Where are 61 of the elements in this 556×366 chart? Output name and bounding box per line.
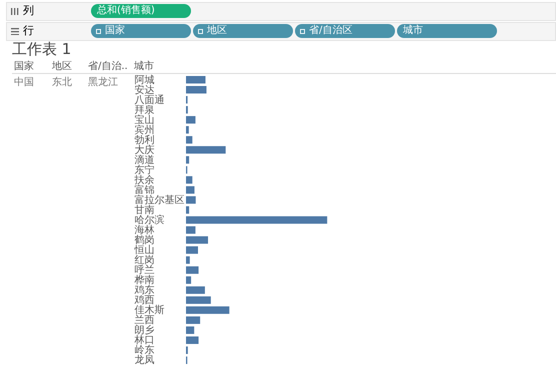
bar <box>186 226 196 234</box>
bar <box>186 176 192 184</box>
bar <box>186 206 190 214</box>
text: 国家 <box>91 24 191 38</box>
bar <box>186 126 189 134</box>
text: 省/自治区 <box>295 24 395 38</box>
bar <box>186 196 196 204</box>
text: 地区 <box>193 24 293 38</box>
bar <box>186 256 190 264</box>
text: 总和(销售额) <box>91 4 191 18</box>
y-tick-label: 鸡东 <box>134 284 154 296</box>
y-tick-label: 鹤岗 <box>134 234 154 246</box>
y-tick-label: 甘南 <box>134 204 154 216</box>
bar <box>186 266 199 274</box>
y-tick-label: 富锦 <box>134 184 154 196</box>
y-tick-label: 林口 <box>134 334 154 346</box>
y-tick-label: 朗乡 <box>134 324 154 336</box>
bar <box>186 336 199 344</box>
bar <box>186 296 211 304</box>
bar <box>186 276 192 284</box>
bar <box>186 76 206 84</box>
text: 东北 <box>52 76 72 89</box>
text: 黑龙江 <box>88 76 118 89</box>
bar <box>186 186 194 194</box>
bar <box>186 326 194 334</box>
text: 列 <box>23 3 34 18</box>
y-tick-label: 桦南 <box>134 274 154 286</box>
bar <box>186 136 192 144</box>
y-tick-label: 鸡西 <box>134 295 154 306</box>
y-tick-label: 哈尔滨 <box>134 214 164 226</box>
y-tick-label: 滴道 <box>134 154 154 166</box>
y-tick-label: 富拉尔基区 <box>134 194 184 206</box>
y-tick-label: 宝山 <box>134 114 154 126</box>
bar <box>186 216 328 224</box>
text: 省/自治.. <box>88 60 128 73</box>
text: 行 <box>23 23 34 38</box>
bar <box>186 146 226 154</box>
y-tick-label: 扶余 <box>134 174 154 186</box>
text: 中国 <box>14 76 34 89</box>
bar <box>186 236 208 244</box>
y-tick-label: 大庆 <box>134 144 154 156</box>
bar <box>186 306 230 314</box>
y-axis-title: 城市 <box>134 60 154 73</box>
text: 工作表 1 <box>12 40 72 59</box>
y-tick-label: 阿城 <box>134 74 154 86</box>
y-tick-label: 宾州 <box>134 124 154 136</box>
bar <box>186 86 206 94</box>
y-tick-label: 龙凤 <box>134 354 154 366</box>
y-tick-label: 东宁 <box>134 164 154 176</box>
y-tick-label: 勃利 <box>134 134 154 146</box>
y-tick-label: 拜泉 <box>134 104 154 116</box>
text: 国家 <box>14 60 34 73</box>
bar <box>186 246 198 254</box>
y-tick-label: 安达 <box>134 84 154 96</box>
text: 城市 <box>397 24 497 38</box>
bar <box>186 116 196 124</box>
bar <box>186 286 205 294</box>
y-tick-label: 八面通 <box>134 94 164 106</box>
text: 地区 <box>52 60 72 73</box>
bar <box>186 156 190 164</box>
bar <box>186 316 200 324</box>
